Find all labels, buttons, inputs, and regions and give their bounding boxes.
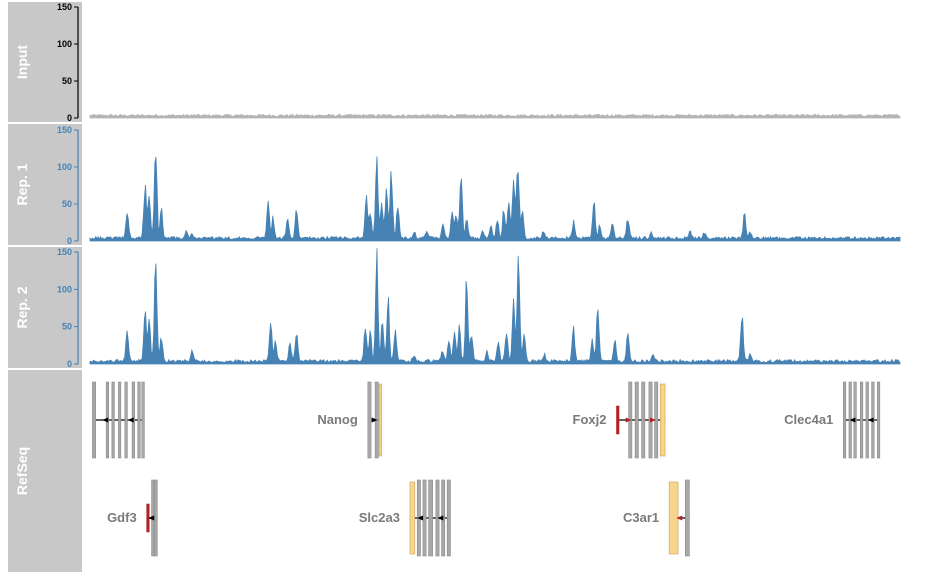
gene-exon bbox=[685, 479, 690, 557]
track-name-label: Rep. 2 bbox=[14, 286, 30, 328]
track-name-panel bbox=[8, 370, 82, 572]
gene-label: Slc2a3 bbox=[359, 510, 400, 525]
gene-exon bbox=[111, 381, 115, 459]
track-rep-1: Rep. 1 0 50 100 150 bbox=[8, 124, 901, 246]
gene-exon bbox=[446, 479, 451, 557]
strand-arrow bbox=[437, 515, 444, 521]
gene-exon bbox=[659, 383, 666, 457]
track-name-label: RefSeq bbox=[14, 447, 30, 495]
gene-label: Clec4a1 bbox=[784, 412, 833, 427]
strand-arrow bbox=[867, 417, 874, 423]
y-tick-label: 0 bbox=[67, 113, 72, 123]
gene-exon bbox=[641, 381, 646, 459]
gene-exon bbox=[137, 381, 141, 459]
gene-exon bbox=[367, 381, 372, 459]
gene-label: Gdf3 bbox=[107, 510, 137, 525]
track-refseq: RefSeq Gdf3 Nanog Slc2a3 Foxj2 C3ar1 Clec4a1 bbox=[8, 370, 881, 572]
strand-arrow bbox=[371, 417, 378, 423]
gene-exon bbox=[118, 381, 122, 459]
track-name-label: Rep. 1 bbox=[14, 163, 30, 205]
track-name-label: Input bbox=[14, 45, 30, 80]
y-tick-label: 50 bbox=[62, 322, 72, 332]
gene-exon bbox=[422, 479, 427, 557]
gene-c3ar1: C3ar1 bbox=[623, 479, 690, 557]
track-name-panel bbox=[8, 247, 82, 368]
strand-arrow bbox=[849, 417, 856, 423]
gene-exon bbox=[877, 381, 881, 459]
gene-foxj2: Foxj2 bbox=[573, 381, 666, 459]
strand-arrow bbox=[148, 515, 155, 521]
gene-exon bbox=[860, 381, 864, 459]
y-tick-label: 100 bbox=[57, 39, 72, 49]
strand-arrow bbox=[625, 417, 632, 423]
gene-gdf3: Gdf3 bbox=[107, 479, 158, 557]
track-name-panel bbox=[8, 124, 82, 245]
strand-arrow bbox=[417, 515, 424, 521]
y-tick-label: 150 bbox=[57, 2, 72, 12]
gene-exon bbox=[409, 481, 416, 555]
gene-label: Foxj2 bbox=[573, 412, 607, 427]
gene-exon bbox=[616, 405, 620, 435]
gene-clec4a1: Clec4a1 bbox=[784, 381, 881, 459]
gene-label: Nanog bbox=[317, 412, 358, 427]
y-tick-label: 150 bbox=[57, 247, 72, 257]
y-tick-label: 0 bbox=[67, 359, 72, 369]
gene-exon bbox=[141, 381, 145, 459]
gene-label: C3ar1 bbox=[623, 510, 659, 525]
gene-nanog: Nanog bbox=[317, 381, 382, 459]
coverage-area bbox=[89, 156, 901, 242]
strand-arrow bbox=[102, 417, 109, 423]
track-name-panel bbox=[8, 2, 82, 122]
y-tick-label: 0 bbox=[67, 236, 72, 246]
y-tick-label: 100 bbox=[57, 162, 72, 172]
gene-exon bbox=[124, 381, 128, 459]
gene-exon bbox=[154, 479, 158, 557]
strand-arrow bbox=[649, 417, 656, 423]
strand-arrow bbox=[127, 417, 134, 423]
track-rep-2: Rep. 2 0 50 100 150 bbox=[8, 247, 901, 369]
track-input: Input 0 50 100 150 bbox=[8, 2, 901, 123]
gene-exon bbox=[378, 383, 382, 457]
gene-slc2a3: Slc2a3 bbox=[359, 479, 451, 557]
gene-exon bbox=[634, 381, 639, 459]
y-tick-label: 50 bbox=[62, 76, 72, 86]
gene-exon bbox=[92, 381, 96, 459]
gene-gdf3-region bbox=[92, 381, 145, 459]
strand-arrow bbox=[676, 515, 683, 521]
y-tick-label: 50 bbox=[62, 199, 72, 209]
gene-exon bbox=[842, 381, 847, 459]
gene-exon bbox=[428, 479, 433, 557]
y-tick-label: 100 bbox=[57, 284, 72, 294]
coverage-area bbox=[89, 113, 901, 119]
coverage-area bbox=[89, 248, 901, 365]
y-tick-label: 150 bbox=[57, 125, 72, 135]
